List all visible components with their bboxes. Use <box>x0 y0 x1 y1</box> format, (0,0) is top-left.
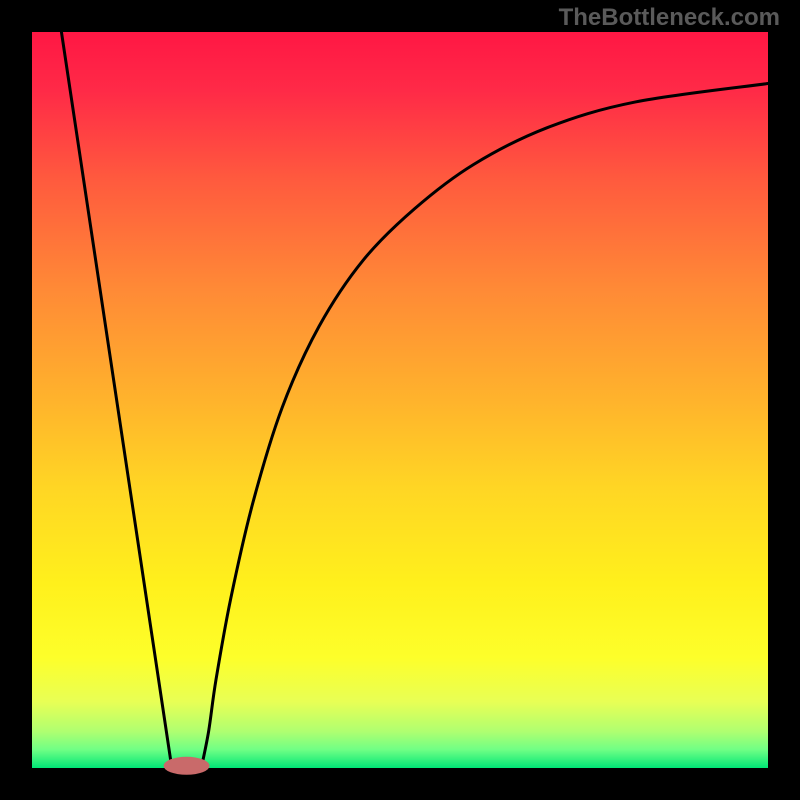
chart-container: TheBottleneck.com <box>0 0 800 800</box>
bottleneck-chart <box>0 0 800 800</box>
watermark-text: TheBottleneck.com <box>559 4 780 32</box>
